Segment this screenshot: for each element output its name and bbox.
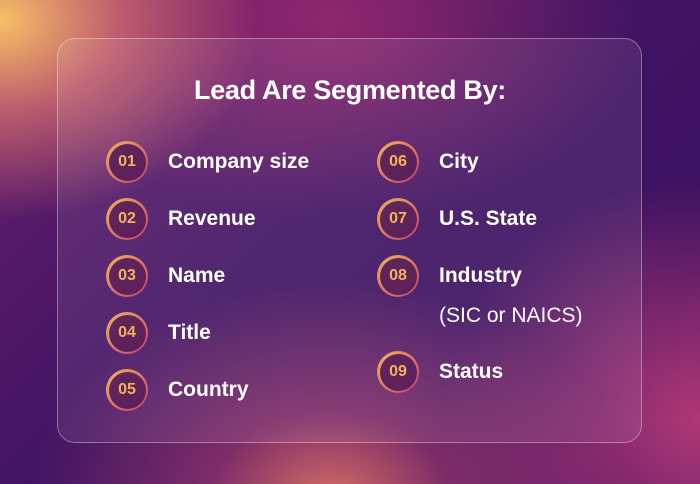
item-number: 05: [118, 381, 136, 398]
number-badge: 08: [377, 255, 419, 297]
item-label: Company size: [168, 150, 310, 173]
number-badge: 09: [377, 351, 419, 393]
list-item: 09 Status: [377, 351, 503, 393]
list-item: 01 Company size: [106, 141, 309, 183]
item-label: Industry: [439, 264, 522, 287]
item-label: Name: [168, 264, 226, 287]
item-sublabel: (SIC or NAICS): [439, 304, 583, 327]
number-badge: 04: [106, 312, 148, 354]
list-item: 03 Name: [106, 255, 225, 297]
item-label: Country: [168, 378, 249, 401]
item-number: 01: [118, 153, 136, 170]
list-item: 02 Revenue: [106, 198, 256, 240]
list-item: 04 Title: [106, 312, 211, 354]
list-item: 07 U.S. State: [377, 198, 537, 240]
list-item: 05 Country: [106, 369, 249, 411]
number-badge: 02: [106, 198, 148, 240]
number-badge: 03: [106, 255, 148, 297]
item-number: 03: [118, 267, 136, 284]
item-label: Revenue: [168, 207, 256, 230]
item-label: U.S. State: [439, 207, 538, 230]
number-badge: 05: [106, 369, 148, 411]
item-number: 02: [118, 210, 136, 227]
item-label: Status: [439, 360, 504, 383]
list-item: 08 Industry: [377, 255, 522, 297]
item-number: 09: [389, 363, 407, 380]
info-card: [57, 38, 642, 443]
item-number: 07: [389, 210, 407, 227]
item-number: 06: [389, 153, 407, 170]
item-number: 08: [389, 267, 407, 284]
list-item: 06 City: [377, 141, 479, 183]
number-badge: 07: [377, 198, 419, 240]
item-number: 04: [118, 324, 136, 341]
item-label: City: [439, 150, 479, 173]
number-badge: 01: [106, 141, 148, 183]
item-label: Title: [168, 321, 211, 344]
number-badge: 06: [377, 141, 419, 183]
card-title: Lead Are Segmented By:: [194, 75, 506, 105]
